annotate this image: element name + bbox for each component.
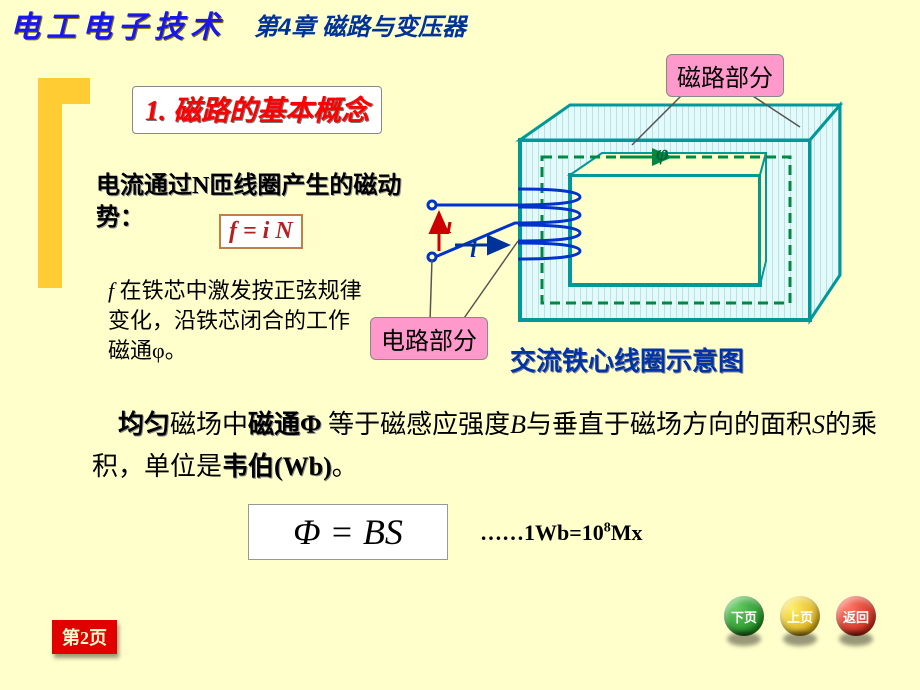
next-page-button[interactable]: 下页 [724,596,764,640]
section-title: 1. 磁路的基本概念 [145,96,369,127]
flux-definition: 均匀磁场中磁通Φ 等于磁感应强度B与垂直于磁场方向的面积S的乘积，单位是韦伯(W… [92,404,892,488]
deco-shape-icon [38,78,90,288]
i-label: i [470,237,477,264]
page-number-label: 第2页 [52,620,117,654]
callout-electric-part: 电路部分 [370,317,488,360]
chapter-title: 第4章 磁路与变压器 [254,7,466,42]
u-label: u [439,213,452,240]
flux-description: f f 在铁芯中激发按正弦规律变化，沿铁芯闭合的工作磁通φ。在铁芯中激发按正弦规… [108,276,370,366]
prev-page-button[interactable]: 上页 [780,596,820,640]
course-logo: 电工电子技术 [10,2,226,46]
flux-formula: Φ = BS [248,504,448,560]
diagram-caption: 交流铁心线圈示意图 [510,341,744,378]
phi-label: φ [656,140,669,166]
nav-button-group: 下页 上页 返回 [724,596,876,640]
section-title-box: 1. 磁路的基本概念 [132,86,382,134]
unit-conversion: ……1Wb=108Mx [480,520,643,546]
emf-formula: f = i N [219,214,303,249]
return-button[interactable]: 返回 [836,596,876,640]
core-diagram: 磁路部分 电路部分 u i φ 交流铁心线圈示意图 [370,45,900,375]
callout-magnetic-part: 磁路部分 [666,54,784,97]
